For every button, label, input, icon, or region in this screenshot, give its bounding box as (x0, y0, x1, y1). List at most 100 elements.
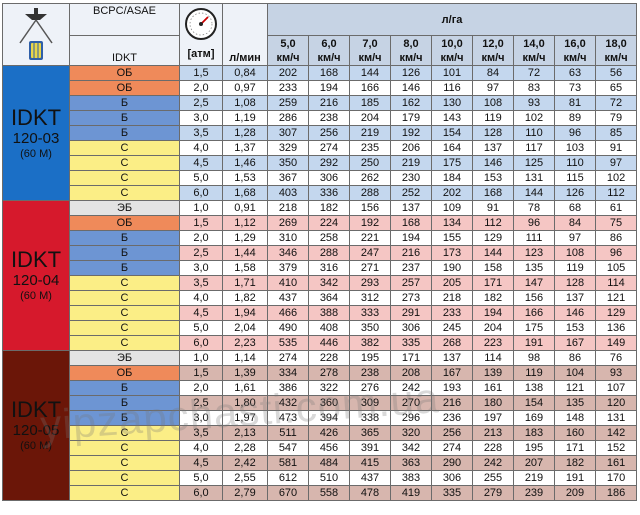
rate-value: 130 (431, 95, 473, 111)
rate-value: 209 (554, 485, 596, 501)
droplet-class: ОБ (69, 65, 180, 81)
speed-header-row: IDKT 5,0 км/ч 6,0 км/ч 7,0 км/ч 8,0 км/ч 10,0 км/… (3, 35, 638, 66)
rate-value: 117 (513, 140, 555, 156)
rate-value: 310 (267, 230, 309, 246)
rate-value: 78 (513, 200, 555, 216)
rate-value: 170 (594, 470, 638, 486)
rate-value: 415 (349, 455, 391, 471)
rate-value: 510 (308, 470, 350, 486)
rate-value: 216 (431, 395, 473, 411)
group-spray: (60 M) (20, 147, 52, 160)
table-row: ОБ 2,0 0,97 233 194 166 146 116 97 83 73 65 (3, 80, 638, 96)
group-name: IDKT (10, 104, 62, 130)
rate-value: 108 (554, 245, 596, 261)
droplet-class: С (69, 485, 180, 501)
droplet-class: Б (69, 125, 180, 141)
rate-value: 437 (267, 290, 309, 306)
speed-header-0: 5,0 км/ч (267, 35, 309, 66)
pressure-value: 3,5 (179, 275, 223, 291)
rate-value: 193 (431, 380, 473, 396)
group-name: IDKT (10, 247, 62, 272)
rate-value: 426 (308, 425, 350, 441)
rate-value: 155 (431, 230, 473, 246)
rate-value: 379 (267, 260, 309, 276)
pressure-value: 2,5 (179, 245, 223, 261)
rate-value: 86 (554, 350, 596, 366)
rate-value: 75 (594, 215, 638, 231)
droplet-class: С (69, 440, 180, 456)
flow-value: 0,91 (222, 200, 268, 216)
pressure-value: 5,0 (179, 320, 223, 336)
rate-value: 335 (390, 335, 432, 351)
rate-value: 478 (349, 485, 391, 501)
rate-value: 195 (349, 350, 391, 366)
rate-value: 152 (594, 440, 638, 456)
rate-value: 437 (349, 470, 391, 486)
rate-value: 446 (308, 335, 350, 351)
rate-value: 61 (594, 200, 638, 216)
rate-value: 204 (349, 110, 391, 126)
rate-value: 105 (594, 260, 638, 276)
table-row: С 3,5 1,71 410 342 293 257 205 171 147 128 114 (3, 275, 638, 291)
rate-value: 164 (431, 140, 473, 156)
rate-value: 322 (308, 380, 350, 396)
rate-value: 144 (349, 65, 391, 81)
table-row: Б 3,0 1,97 473 394 338 296 236 197 169 148 131 (3, 410, 638, 426)
speed-unit: км/ч (440, 51, 464, 64)
rate-value: 93 (513, 95, 555, 111)
rate-value: 107 (594, 380, 638, 396)
flow-value: 1,39 (222, 365, 268, 381)
droplet-class: С (69, 425, 180, 441)
droplet-class: ЭБ (69, 200, 180, 216)
flow-value: 1,71 (222, 275, 268, 291)
rate-value: 335 (431, 485, 473, 501)
table-row: С 4,5 1,94 466 388 333 291 233 194 166 146 129 (3, 305, 638, 321)
rate-value: 350 (349, 320, 391, 336)
rate-value: 96 (554, 125, 596, 141)
speed-value: 16,0 (564, 37, 586, 50)
rate-value: 360 (308, 395, 350, 411)
flow-value: 0,97 (222, 80, 268, 96)
speed-value: 6,0 (321, 37, 337, 50)
speed-value: 18,0 (605, 37, 627, 50)
pressure-value: 5,0 (179, 170, 223, 186)
rate-value: 166 (349, 80, 391, 96)
droplet-class: Б (69, 110, 180, 126)
pressure-value: 4,5 (179, 455, 223, 471)
rate-value: 218 (431, 290, 473, 306)
flow-value: 1,44 (222, 245, 268, 261)
speed-value: 7,0 (362, 37, 378, 50)
rate-value: 408 (308, 320, 350, 336)
pressure-unit: [атм] (187, 48, 215, 60)
rate-value: 153 (472, 170, 514, 186)
rate-value: 290 (431, 455, 473, 471)
rate-value: 279 (472, 485, 514, 501)
droplet-class: С (69, 275, 180, 291)
speed-unit: км/ч (317, 51, 341, 64)
rate-value: 143 (431, 110, 473, 126)
rate-value: 102 (513, 110, 555, 126)
rate-value: 120 (594, 395, 638, 411)
rate-value: 102 (594, 170, 638, 186)
flow-value: 0,84 (222, 65, 268, 81)
rate-value: 146 (554, 305, 596, 321)
rate-value: 306 (390, 320, 432, 336)
speed-unit: км/ч (481, 51, 505, 64)
droplet-class: Б (69, 230, 180, 246)
rate-value: 670 (267, 485, 309, 501)
rate-value: 186 (594, 485, 638, 501)
droplet-class: Б (69, 245, 180, 261)
rate-value: 269 (267, 215, 309, 231)
speed-value: 8,0 (403, 37, 419, 50)
rate-value: 191 (554, 470, 596, 486)
speed-header-4: 10,0 км/ч (431, 35, 473, 66)
rate-value: 116 (431, 80, 473, 96)
speed-header-1: 6,0 км/ч (308, 35, 350, 66)
rate-value: 256 (308, 125, 350, 141)
table-row: Б 3,5 1,28 307 256 219 192 154 128 110 96 85 (3, 125, 638, 141)
rate-value: 382 (349, 335, 391, 351)
rate-value: 98 (513, 350, 555, 366)
rate-value: 270 (390, 395, 432, 411)
droplet-class: ОБ (69, 365, 180, 381)
rate-value: 171 (390, 350, 432, 366)
